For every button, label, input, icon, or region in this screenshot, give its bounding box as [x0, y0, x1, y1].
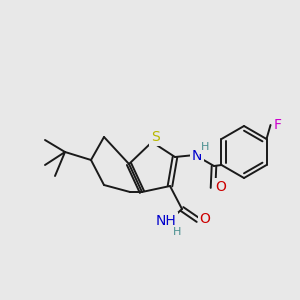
- Text: F: F: [274, 118, 281, 132]
- Text: O: O: [216, 180, 226, 194]
- Text: N: N: [192, 149, 202, 163]
- Text: H: H: [201, 142, 209, 152]
- Text: S: S: [151, 130, 159, 144]
- Text: O: O: [200, 212, 210, 226]
- Text: H: H: [173, 227, 181, 237]
- Text: NH: NH: [156, 214, 176, 228]
